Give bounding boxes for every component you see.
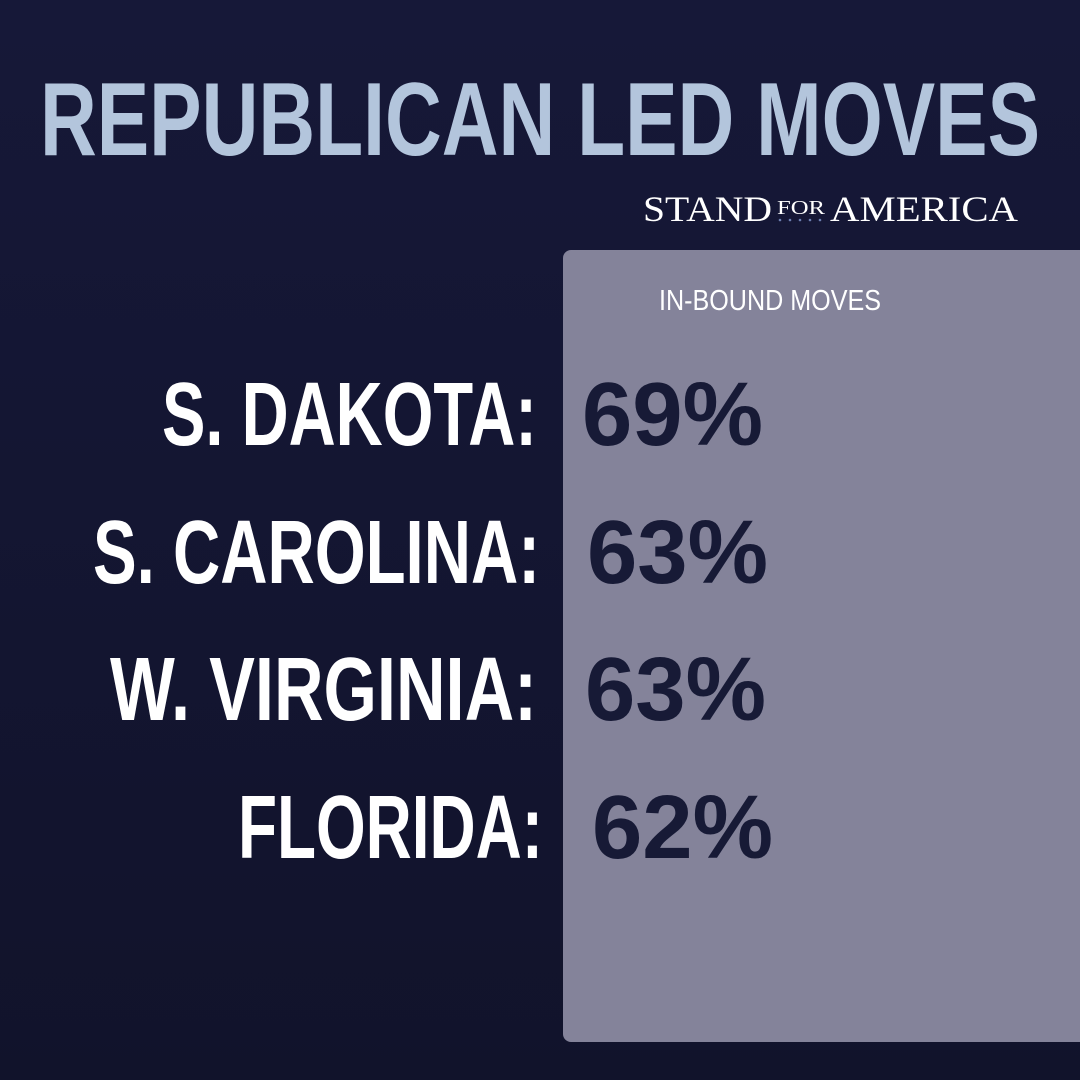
value-panel	[563, 250, 1080, 1042]
row-label: S. DAKOTA:	[162, 365, 537, 465]
row-label: FLORIDA:	[238, 778, 543, 878]
brand-stars	[778, 218, 822, 222]
brand-logo: STAND FOR AMERICA	[643, 189, 1018, 229]
row-value: 62%	[592, 778, 773, 878]
row-label: S. CAROLINA:	[93, 503, 540, 603]
brand-word: AMERICA	[830, 189, 1018, 229]
brand-word: STAND	[643, 189, 772, 229]
brand-word: FOR	[777, 197, 826, 219]
row-value: 63%	[585, 640, 766, 740]
row-value: 63%	[587, 503, 768, 603]
title: REPUBLICAN LED MOVES	[40, 62, 1040, 178]
rows: S. DAKOTA: 69% S. CAROLINA: 63% W. VIRGINIA:…	[93, 365, 773, 878]
row-label: W. VIRGINIA:	[110, 640, 537, 740]
column-header: IN-BOUND MOVES	[659, 285, 881, 317]
row-value: 69%	[582, 365, 763, 465]
